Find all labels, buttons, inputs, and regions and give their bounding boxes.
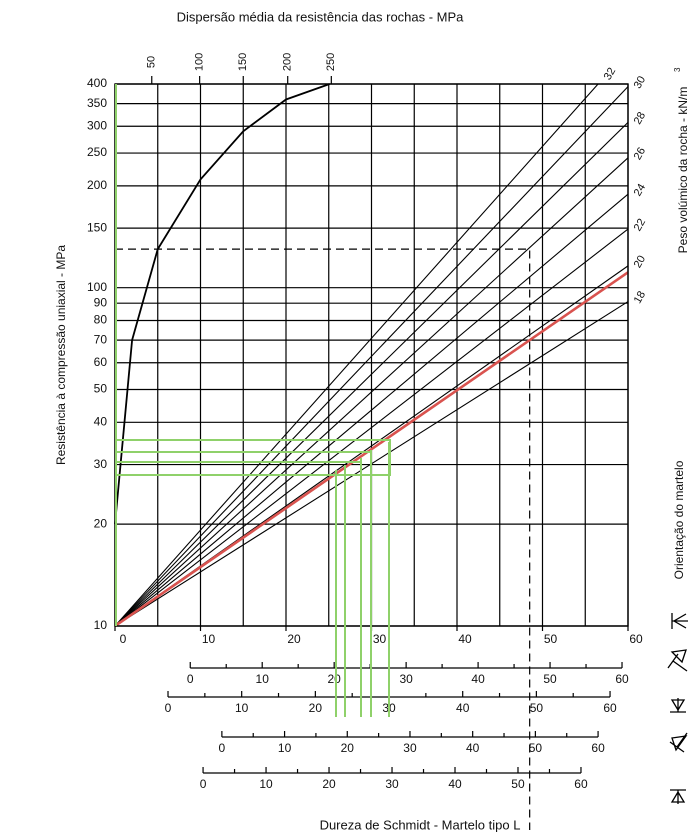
- scale-tick-label: 60: [615, 672, 629, 686]
- x-tick-label: 10: [202, 632, 216, 646]
- legend-label: 20: [632, 254, 649, 271]
- legend-label: 28: [632, 110, 649, 127]
- x-tick-label: 50: [544, 632, 558, 646]
- legend-label: 30: [632, 74, 649, 91]
- y-tick-label: 300: [87, 118, 107, 132]
- dispersion-tick-label: 200: [282, 53, 294, 71]
- y2-label-group: Peso volúmico da rocha - kN/m 3: [673, 67, 690, 253]
- density-line: [114, 193, 629, 627]
- scale-tick-label: 0: [219, 741, 226, 755]
- scale-tick-label: 30: [385, 777, 399, 791]
- icon-down-45: [669, 732, 688, 753]
- legend-label: 24: [632, 182, 649, 199]
- plot-layer: 1020304050607080901001502002503003504000…: [87, 53, 648, 830]
- density-line: [114, 83, 599, 627]
- scale-tick-label: 50: [511, 777, 525, 791]
- dispersion-tick-label: 100: [194, 53, 206, 71]
- scale-tick-label: 60: [574, 777, 588, 791]
- scale-tick-label: 30: [403, 741, 417, 755]
- density-line: [114, 122, 629, 627]
- orientation-icons: [667, 613, 688, 804]
- x-tick-label: 20: [287, 632, 301, 646]
- dispersion-tick-label: 250: [325, 53, 337, 71]
- legend-label: 26: [632, 145, 649, 162]
- y-tick-label: 40: [94, 414, 108, 428]
- scale-tick-label: 20: [327, 672, 341, 686]
- y-tick-label: 400: [87, 76, 107, 90]
- y-tick-label: 150: [87, 220, 107, 234]
- scale-tick-label: 50: [530, 701, 544, 715]
- x-axis-label: Dureza de Schmidt - Martelo tipo L: [320, 817, 521, 832]
- dispersion-tick-label: 150: [237, 53, 249, 71]
- y-tick-label: 350: [87, 96, 107, 110]
- scale-tick-label: 20: [322, 777, 336, 791]
- y-tick-label: 30: [94, 457, 108, 471]
- scale-tick-label: 20: [341, 741, 355, 755]
- icon-up: [670, 698, 686, 713]
- scale-tick-label: 50: [543, 672, 557, 686]
- green-annotations: [115, 84, 391, 717]
- density-line: [114, 86, 629, 627]
- y-tick-label: 50: [94, 382, 108, 396]
- x-tick-label: 30: [373, 632, 387, 646]
- scale-tick-label: 60: [591, 741, 605, 755]
- legend-label: 32: [602, 66, 619, 83]
- scale-tick-label: 0: [200, 777, 207, 791]
- scale-tick-label: 10: [278, 741, 292, 755]
- scale-tick-label: 0: [187, 672, 194, 686]
- scale-tick-label: 30: [399, 672, 413, 686]
- y-tick-label: 100: [87, 280, 107, 294]
- dispersion-tick-label: 50: [146, 56, 158, 68]
- y-tick-label: 10: [94, 618, 108, 632]
- legend-label: 22: [632, 217, 649, 234]
- scale-tick-label: 50: [529, 741, 543, 755]
- icon-horizontal: [671, 613, 688, 629]
- scale-tick-label: 10: [259, 777, 273, 791]
- density-line: [114, 271, 629, 628]
- legend-label: 18: [632, 289, 649, 306]
- scale-tick-label: 10: [256, 672, 270, 686]
- icon-up-45: [667, 649, 688, 672]
- y2-axis-label-sup: 3: [673, 67, 682, 72]
- scale-tick-label: 60: [603, 701, 617, 715]
- y-tick-label: 20: [94, 516, 108, 530]
- scale-tick-label: 40: [448, 777, 462, 791]
- y2-axis-label: Peso volúmico da rocha - kN/m: [676, 87, 690, 254]
- scale-tick-label: 20: [309, 701, 323, 715]
- scale-tick-label: 40: [456, 701, 470, 715]
- y-tick-label: 60: [94, 355, 108, 369]
- y-tick-label: 200: [87, 178, 107, 192]
- y-tick-label: 250: [87, 145, 107, 159]
- scale-tick-label: 0: [165, 701, 172, 715]
- y-tick-label: 80: [94, 313, 108, 327]
- x-tick-label: 60: [629, 632, 643, 646]
- x-tick-label: 0: [120, 632, 127, 646]
- orientation-label: Orientação do martelo: [672, 460, 686, 579]
- dispersion-curve: [114, 83, 330, 525]
- scale-tick-label: 10: [235, 701, 249, 715]
- y-tick-label: 90: [94, 295, 108, 309]
- scale-tick-label: 40: [471, 672, 485, 686]
- density-line: [114, 157, 629, 627]
- y-tick-label: 70: [94, 332, 108, 346]
- x-tick-label: 40: [458, 632, 472, 646]
- icon-down: [670, 789, 686, 804]
- chart-title: Dispersão média da resistência das rocha…: [177, 9, 465, 24]
- scale-tick-label: 40: [466, 741, 480, 755]
- density-line: [114, 228, 629, 627]
- y-axis-label: Resistência à compressão uniaxial - MPa: [54, 245, 68, 465]
